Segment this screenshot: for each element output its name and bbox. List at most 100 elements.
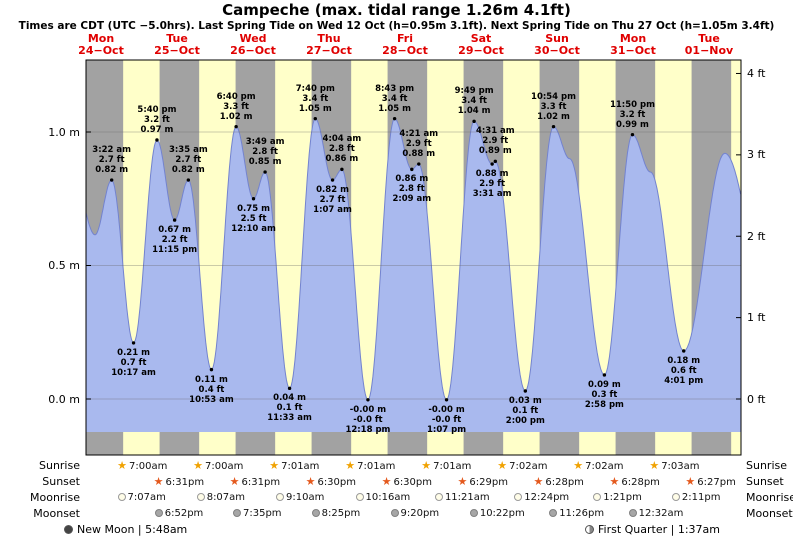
row-label-sunset: Sunset — [42, 475, 80, 488]
sunset-icon: ★ — [609, 475, 620, 488]
sunset-entry: ★ 6:31pm — [230, 475, 280, 489]
sunrise-entry: ★ 7:01am — [269, 459, 319, 473]
sunrise-entry: ★ 7:02am — [497, 459, 547, 473]
sunset-entry: ★ 6:31pm — [154, 475, 204, 489]
y-axis-tick-ft: 2 ft — [747, 229, 766, 243]
moonset-entry: 6:52pm — [154, 507, 204, 520]
sunrise-icon: ★ — [117, 459, 128, 472]
tide-annotation: 0.82 m 2.7 ft 1:07 am — [313, 185, 352, 216]
tide-annotation: -0.00 m -0.0 ft 1:07 pm — [427, 404, 467, 435]
first-quarter-label: First Quarter | 1:37am — [585, 523, 720, 536]
moonset-time: 6:52pm — [164, 508, 204, 519]
y-axis-tick-ft: 1 ft — [747, 311, 766, 325]
moonrise-icon — [355, 493, 364, 501]
row-label-moonset-right: Moonset — [746, 507, 793, 520]
moonset-time: 11:26pm — [559, 508, 605, 519]
moonrise-time: 2:11pm — [681, 492, 721, 503]
tide-annotation: 0.03 m 0.1 ft 2:00 pm — [505, 395, 545, 426]
page-title: Campeche (max. tidal range 1.26m 4.1ft) — [222, 1, 571, 19]
sunrise-icon: ★ — [573, 459, 584, 472]
sunrise-time: 7:01am — [433, 461, 472, 472]
tide-annotation: 11:50 pm 3.2 ft 0.99 m — [609, 99, 655, 130]
sunrise-entry: ★ 7:03am — [649, 459, 699, 473]
moonrise-entry: 9:10am — [276, 491, 324, 504]
tide-annotation: 0.04 m 0.1 ft 11:33 am — [267, 393, 312, 424]
moonrise-entry: 1:21pm — [593, 491, 642, 504]
moonrise-entry: 8:07am — [196, 491, 246, 504]
moonset-icon — [390, 509, 399, 517]
chart-subtitle: Times are CDT (UTC −5.0hrs). Last Spring… — [18, 20, 775, 32]
row-label-sunrise-right: Sunrise — [746, 459, 788, 472]
moonrise-icon — [117, 493, 126, 501]
sunrise-entry: ★ 7:00am — [193, 459, 243, 473]
sunrise-icon: ★ — [269, 459, 280, 472]
sunrise-time: 7:01am — [281, 461, 320, 472]
day-label: Thu 27−Oct — [306, 32, 352, 57]
moonset-time: 10:22pm — [479, 508, 525, 519]
day-label: Fri 28−Oct — [382, 32, 428, 57]
sunrise-entry: ★ 7:00am — [117, 459, 167, 473]
moonrise-time: 7:07am — [127, 492, 166, 503]
tide-annotation: 0.18 m 0.6 ft 4:01 pm — [664, 355, 704, 386]
tide-annotation: 0.67 m 2.2 ft 11:15 pm — [152, 225, 198, 256]
moonrise-time: 1:21pm — [603, 492, 642, 503]
sunrise-entry: ★ 7:02am — [573, 459, 623, 473]
row-label-moonset: Moonset — [33, 507, 80, 520]
sunrise-entry: ★ 7:01am — [421, 459, 471, 473]
sunrise-time: 7:02am — [509, 461, 548, 472]
moonset-icon — [549, 509, 558, 517]
sunset-entry: ★ 6:30pm — [306, 475, 356, 489]
moonset-icon — [154, 509, 163, 517]
day-label: Wed 26−Oct — [230, 32, 276, 57]
sunset-entry: ★ 6:29pm — [458, 475, 508, 489]
sunset-entry: ★ 6:28pm — [609, 475, 659, 489]
sunset-time: 6:28pm — [545, 477, 584, 488]
sunset-icon: ★ — [685, 475, 696, 488]
y-axis-tick-ft: 0 ft — [747, 392, 766, 406]
moonset-time: 7:35pm — [243, 508, 282, 519]
y-axis-tick-ft: 4 ft — [747, 66, 766, 80]
tide-annotation: 0.75 m 2.5 ft 12:10 am — [231, 203, 276, 234]
y-axis-tick-m: 0.0 m — [48, 392, 80, 406]
row-label-sunrise: Sunrise — [38, 459, 80, 472]
tide-annotation: 6:40 pm 3.3 ft 1.02 m — [216, 91, 256, 122]
sunset-time: 6:29pm — [469, 477, 508, 488]
tide-annotation: 5:40 pm 3.2 ft 0.97 m — [137, 105, 177, 136]
sunset-icon: ★ — [381, 475, 392, 488]
tide-annotation: 7:40 pm 3.4 ft 1.05 m — [295, 83, 335, 114]
sunset-time: 6:31pm — [165, 477, 205, 488]
moonset-time: 9:20pm — [400, 508, 440, 519]
moonrise-icon — [593, 493, 602, 501]
sunset-time: 6:27pm — [697, 477, 736, 488]
sunset-icon: ★ — [229, 475, 240, 488]
y-axis-tick-ft: 3 ft — [747, 148, 766, 162]
moonrise-icon — [434, 493, 443, 501]
moonrise-icon — [276, 493, 285, 501]
sunrise-entry: ★ 7:01am — [345, 459, 395, 473]
moonrise-time: 10:16am — [365, 492, 411, 503]
sunset-time: 6:30pm — [393, 477, 432, 488]
moonrise-time: 8:07am — [206, 492, 246, 503]
moonrise-entry: 10:16am — [355, 491, 411, 504]
sunset-icon: ★ — [305, 475, 316, 488]
tide-annotation: 9:49 pm 3.4 ft 1.04 m — [454, 86, 494, 117]
moonset-icon — [628, 509, 637, 517]
moonset-entry: 11:26pm — [549, 507, 604, 520]
moonset-entry: 10:22pm — [469, 507, 525, 520]
sunset-time: 6:28pm — [621, 477, 660, 488]
moonset-icon — [233, 509, 241, 517]
moonset-time: 8:25pm — [321, 508, 361, 519]
moonset-entry: 9:20pm — [390, 507, 440, 520]
sunset-entry: ★ 6:27pm — [685, 475, 735, 489]
moonrise-time: 11:21am — [444, 492, 490, 503]
day-label: Tue 25−Oct — [154, 32, 200, 57]
sunset-time: 6:30pm — [317, 477, 356, 488]
tide-annotation: 4:04 am 2.8 ft 0.86 m — [322, 134, 362, 165]
sunset-icon: ★ — [457, 475, 468, 488]
tide-annotation: 8:43 pm 3.4 ft 1.05 m — [375, 83, 415, 114]
first-quarter-text: First Quarter | 1:37am — [598, 523, 720, 536]
sunset-entry: ★ 6:28pm — [533, 475, 583, 489]
day-label: Sat 29−Oct — [458, 32, 504, 57]
